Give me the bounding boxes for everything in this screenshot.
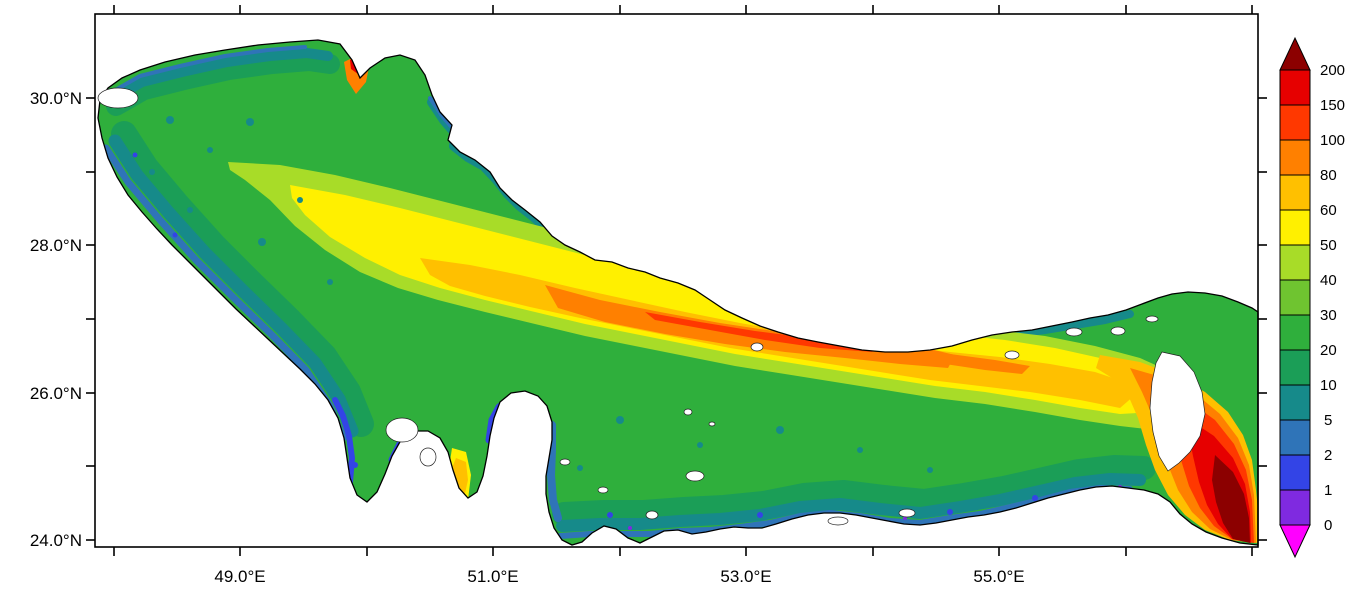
teal-speck <box>697 442 703 448</box>
island-patch <box>898 508 916 518</box>
blue-speck <box>607 512 613 518</box>
island-patch <box>708 421 716 427</box>
colorbar-tick-label: 0 <box>1324 517 1332 534</box>
colorbar-tick-label: 50 <box>1320 237 1337 254</box>
colorbar-tick-label: 1 <box>1324 482 1332 499</box>
fringe-south-seagreen <box>552 455 1156 526</box>
teal-speck <box>207 147 213 153</box>
y-tick-label: 30.0°N <box>30 89 82 108</box>
teal-speck <box>297 197 303 203</box>
island-patch <box>419 447 437 467</box>
teal-speck <box>187 207 193 213</box>
violet-speck <box>628 526 632 530</box>
island-patch <box>685 470 705 482</box>
oman-dark-red <box>1212 455 1250 543</box>
colorbar-tick-label: 100 <box>1320 132 1345 149</box>
teal-speck <box>327 279 333 285</box>
colorbar-cell-30-40 <box>1279 279 1311 316</box>
colorbar-cell-1-2 <box>1279 454 1311 491</box>
teal-speck <box>616 416 624 424</box>
musandam-peninsula <box>1149 351 1206 472</box>
y-axis-labels: 30.0°N 28.0°N 26.0°N 24.0°N <box>30 89 82 550</box>
colorbar-cell-80-100 <box>1279 139 1311 176</box>
islands-and-gaps <box>97 87 1206 526</box>
fringe-nw-seagreen <box>106 51 340 116</box>
fringe-west-bay-blue <box>332 397 355 485</box>
colorbar-tick-label: 60 <box>1320 202 1337 219</box>
blue-speck <box>1032 495 1038 501</box>
blue-speck <box>132 152 138 158</box>
island-patch <box>597 486 609 494</box>
colorbar-cell-40-50 <box>1279 244 1311 281</box>
nw-lagoon <box>97 87 139 109</box>
island-patch <box>559 458 571 466</box>
teal-speck <box>927 467 933 473</box>
colorbar-cell-5-10 <box>1279 384 1311 421</box>
teal-speck <box>776 426 784 434</box>
island-patch <box>1110 326 1126 336</box>
teal-speck <box>166 116 174 124</box>
teal-speck <box>246 118 254 126</box>
island-patch <box>683 408 693 416</box>
colorbar-cell-100-150 <box>1279 104 1311 141</box>
island-patch <box>750 342 764 352</box>
plot-frame <box>94 13 1259 548</box>
x-tick-label: 55.0°E <box>973 567 1024 586</box>
island-patch <box>1065 327 1083 337</box>
blue-speck <box>172 232 178 238</box>
teal-speck <box>857 447 863 453</box>
x-axis-labels: 49.0°E 51.0°E 53.0°E 55.0°E <box>214 567 1024 586</box>
colorbar-tick-label: 2 <box>1324 447 1332 464</box>
x-tick-label: 51.0°E <box>467 567 518 586</box>
colorbar-arrow-bottom <box>1279 524 1311 559</box>
colorbar-cell-20-30 <box>1279 314 1311 351</box>
colorbar-tick-label: 40 <box>1320 272 1337 289</box>
fringe-nw-teal <box>109 48 333 103</box>
colorbar-cell-150-200 <box>1279 69 1311 106</box>
fringe-sw-seagreen <box>111 121 374 437</box>
colorbar-labels: 200 150 100 80 60 50 40 30 20 10 5 2 1 0 <box>1320 62 1345 534</box>
streak-orange-east <box>905 350 1030 374</box>
colorbar-tick-label: 30 <box>1320 307 1337 324</box>
x-tick-label: 53.0°E <box>720 567 771 586</box>
island-patch <box>1004 350 1020 360</box>
colorbar-tick-label: 5 <box>1324 412 1332 429</box>
blue-speck <box>757 512 763 518</box>
x-tick-label: 49.0°E <box>214 567 265 586</box>
colorbar: 200 150 100 80 60 50 40 30 20 10 5 2 1 0 <box>1279 36 1345 559</box>
blue-speck <box>947 509 953 515</box>
y-tick-label: 28.0°N <box>30 236 82 255</box>
colorbar-tick-label: 150 <box>1320 97 1345 114</box>
island-patch <box>1145 315 1159 323</box>
y-tick-label: 26.0°N <box>30 384 82 403</box>
teal-speck <box>258 238 266 246</box>
y-tick-label: 24.0°N <box>30 531 82 550</box>
axis-ticks <box>86 5 1267 556</box>
colorbar-tick-label: 10 <box>1320 377 1337 394</box>
island-patch <box>645 510 659 520</box>
island-patch <box>827 516 849 526</box>
colorbar-cell-0-1 <box>1279 489 1311 526</box>
colorbar-cell-10-20 <box>1279 349 1311 386</box>
colorbar-tick-label: 200 <box>1320 62 1345 79</box>
island-patch <box>385 417 419 443</box>
colorbar-tick-label: 20 <box>1320 342 1337 359</box>
colorbar-cell-60-80 <box>1279 174 1311 211</box>
colorbar-cell-50-60 <box>1279 209 1311 246</box>
fringe-south-teal <box>556 473 1146 532</box>
teal-speck <box>149 169 155 175</box>
fringe-nw-blue <box>110 45 307 94</box>
blue-speck <box>352 462 358 468</box>
teal-speck <box>577 465 583 471</box>
colorbar-tick-label: 80 <box>1320 167 1337 184</box>
fringe-sw-teal <box>108 134 359 438</box>
colorbar-cell-2-5 <box>1279 419 1311 456</box>
